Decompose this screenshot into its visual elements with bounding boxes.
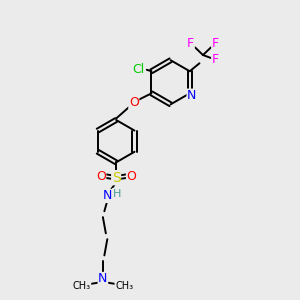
Text: O: O: [96, 170, 106, 183]
Text: N: N: [187, 89, 196, 102]
Text: O: O: [129, 96, 139, 110]
Text: N: N: [103, 189, 112, 203]
Text: F: F: [212, 53, 219, 66]
Text: F: F: [187, 38, 194, 50]
Text: Cl: Cl: [133, 63, 145, 76]
Text: S: S: [112, 171, 121, 185]
Text: CH₃: CH₃: [73, 281, 91, 291]
Text: N: N: [98, 272, 108, 286]
Text: H: H: [112, 189, 121, 199]
Text: CH₃: CH₃: [115, 281, 133, 291]
Text: O: O: [127, 170, 136, 183]
Text: F: F: [212, 38, 219, 50]
